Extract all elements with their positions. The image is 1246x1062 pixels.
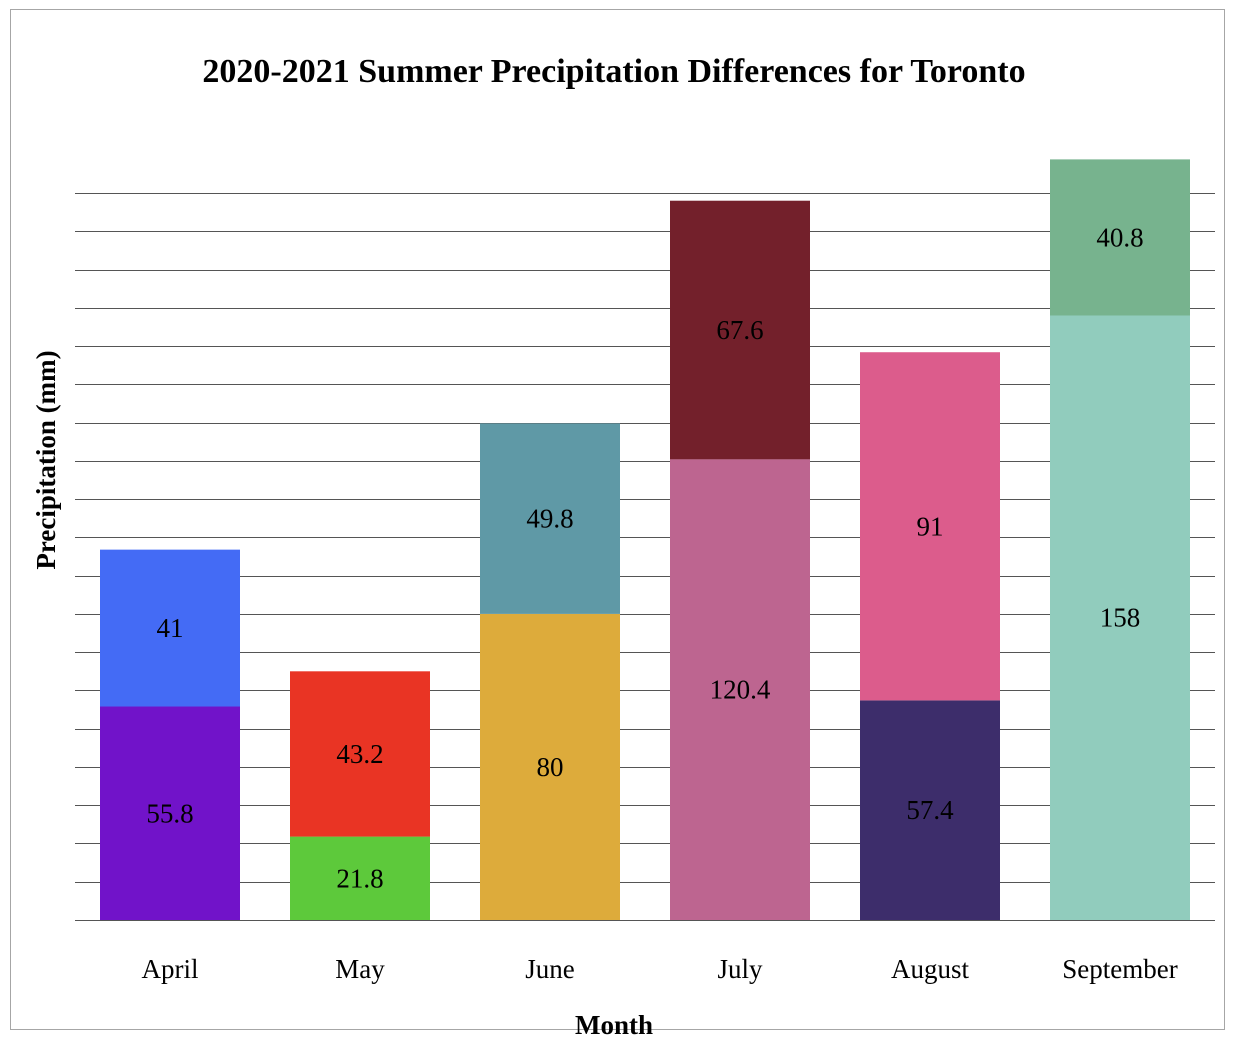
data-label-september-upper: 40.8 (1096, 222, 1143, 252)
bar-july-upper (670, 200, 810, 460)
x-tick-label-september: September (1062, 954, 1177, 984)
bars (100, 159, 1190, 920)
bar-june-upper (480, 423, 620, 614)
x-tick-label-april: April (142, 954, 199, 984)
x-tick-label-july: July (717, 954, 763, 984)
bar-august-upper (860, 352, 1000, 701)
bar-september-upper (1050, 159, 1190, 316)
data-label-august-lower: 57.4 (906, 795, 954, 825)
bar-april-lower (100, 706, 240, 920)
data-label-july-upper: 67.6 (716, 315, 763, 345)
data-label-july-lower: 120.4 (710, 675, 771, 705)
data-label-april-lower: 55.8 (146, 798, 193, 828)
bar-september-lower (1050, 315, 1190, 920)
bar-july-lower (670, 459, 810, 920)
y-axis-title: Precipitation (mm) (31, 350, 61, 569)
bar-may-lower (290, 836, 430, 920)
data-label-june-upper: 49.8 (526, 504, 573, 534)
data-label-september-lower: 158 (1100, 603, 1141, 633)
data-label-may-lower: 21.8 (336, 863, 383, 893)
data-labels: 55.8 41 21.8 43.2 80 49.8 120.4 67.6 57.4 91 158 40… (146, 222, 1143, 893)
x-tick-label-june: June (525, 954, 575, 984)
data-label-may-upper: 43.2 (336, 739, 383, 769)
bar-april-upper (100, 549, 240, 707)
gridlines (75, 193, 1215, 921)
bar-august-lower (860, 700, 1000, 920)
x-tick-labels: April May June July August September (142, 954, 1178, 984)
data-label-august-upper: 91 (917, 511, 944, 541)
bar-june-lower (480, 613, 620, 920)
x-tick-label-august: August (891, 954, 970, 984)
data-label-april-upper: 41 (157, 613, 184, 643)
data-label-june-lower: 80 (537, 752, 564, 782)
chart-title: 2020-2021 Summer Precipitation Differenc… (202, 53, 1025, 90)
x-tick-label-may: May (335, 954, 385, 984)
x-axis-title: Month (575, 1010, 653, 1040)
bar-may-upper (290, 671, 430, 837)
